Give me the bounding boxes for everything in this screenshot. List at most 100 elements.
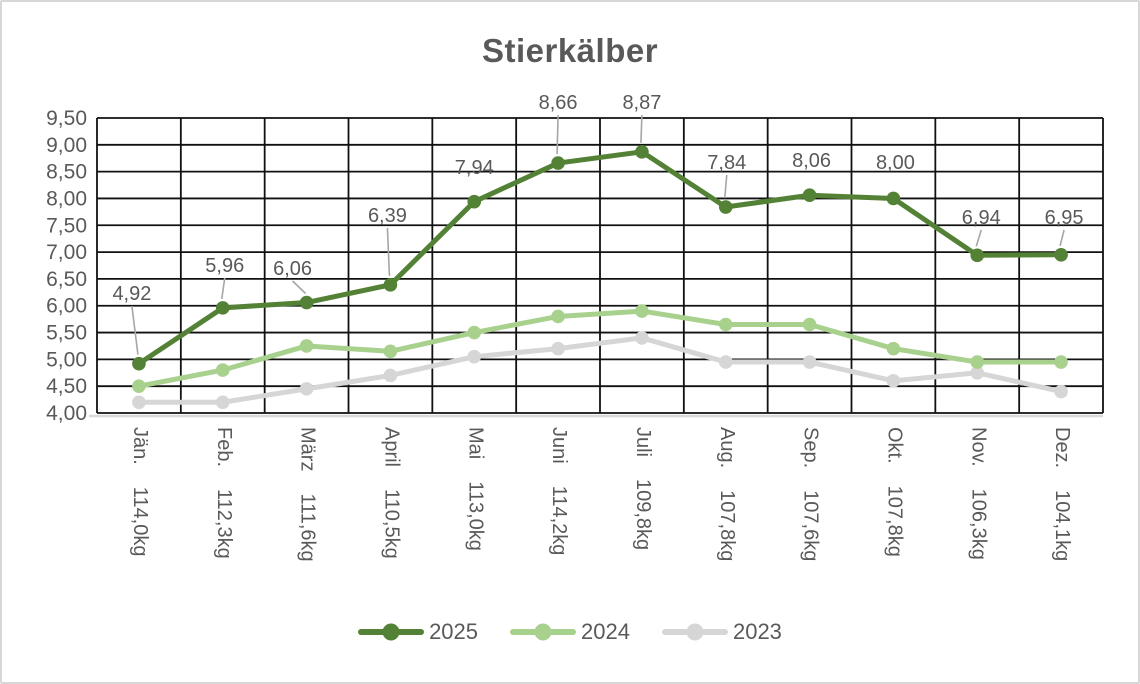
x-axis-category-label: Jän. 114,0kg: [129, 427, 151, 557]
x-axis-weight-label: 114,0kg: [129, 487, 151, 557]
legend-label-2025: 2025: [429, 619, 479, 644]
x-axis-category-label: Juli 109,8kg: [632, 427, 654, 550]
x-axis-month-label: Juli: [632, 427, 654, 457]
data-label-leader-line: [220, 277, 226, 299]
data-label: 6,39: [368, 205, 407, 227]
x-axis-category-label: Juni 114,2kg: [548, 427, 570, 555]
y-axis-tick-label: 6,50: [46, 268, 87, 291]
data-label: 7,84: [707, 152, 746, 174]
series-2024-marker: [383, 344, 398, 359]
legend: 2025 2024 2023: [2, 619, 1138, 645]
series-2024-marker: [718, 317, 733, 332]
series-2024-marker: [886, 341, 901, 356]
legend-dot-icon: [686, 623, 704, 641]
series-2025-marker: [132, 356, 146, 371]
legend-item-2023: 2023: [661, 619, 782, 645]
y-axis-tick-label: 5,00: [46, 348, 87, 371]
series-2023-marker: [718, 355, 733, 369]
data-label-leader-line: [640, 114, 643, 143]
series-2025-marker: [886, 191, 901, 206]
x-axis-month-label: Mai: [464, 427, 486, 459]
data-label: 8,06: [792, 150, 831, 172]
legend-dot-icon: [534, 623, 552, 641]
x-axis-category-label: Dez. 104,1kg: [1051, 427, 1073, 561]
series-2023-marker: [551, 341, 565, 356]
x-axis-month-label: März: [296, 427, 318, 471]
x-axis-weight-label: 104,1kg: [1051, 490, 1073, 561]
legend-label-2023: 2023: [732, 619, 782, 644]
series-2025-marker: [383, 278, 398, 292]
y-axis-tick-label: 4,00: [46, 402, 87, 425]
x-axis-category-label: Nov. 106,3kg: [967, 427, 989, 560]
x-axis-category-label: Feb. 112,3kg: [212, 427, 234, 559]
series-2024-line: [136, 308, 1064, 389]
series-2023-marker: [215, 395, 230, 410]
series-2023-marker: [635, 331, 649, 345]
legend-item-2024: 2024: [510, 619, 630, 645]
x-axis-weight-label: 111,6kg: [296, 493, 318, 561]
data-label-leader-line: [975, 229, 983, 247]
x-axis-month-label: Okt.: [883, 427, 905, 464]
data-label: 6,06: [273, 258, 312, 280]
data-label: 4,92: [112, 283, 151, 305]
data-label: 6,94: [962, 207, 1001, 229]
x-axis-category-label: März 111,6kg: [296, 427, 318, 562]
y-axis-tick-label: 4,50: [46, 375, 87, 398]
legend-line-marker-icon: [661, 623, 728, 641]
data-label-leader-line: [1059, 229, 1065, 246]
series-2023-marker: [132, 395, 146, 410]
x-axis-category-label: Sep. 107,6kg: [799, 427, 821, 561]
series-2023-marker: [1054, 384, 1068, 399]
data-label: 7,94: [455, 157, 494, 179]
y-axis-tick-label: 7,50: [46, 214, 87, 237]
legend-line-marker-icon: [358, 623, 425, 641]
series-2025-marker: [551, 156, 565, 170]
series-2025-marker: [718, 200, 733, 214]
series-2024-marker: [132, 379, 146, 393]
x-axis-weight-label: 109,8kg: [632, 479, 654, 550]
series-2024-marker: [215, 363, 230, 377]
data-label-leader-line: [556, 114, 559, 155]
x-axis-month-label: Aug.: [715, 427, 737, 468]
x-axis-category-label: April 110,5kg: [380, 427, 402, 559]
x-axis-category-label: Mai 113,0kg: [464, 427, 486, 551]
series-2025-marker: [635, 144, 649, 159]
series-2023-marker: [886, 374, 901, 388]
data-label-leader-line: [131, 305, 139, 355]
x-axis-weight-label: 114,2kg: [548, 486, 570, 556]
x-axis-weight-label: 107,8kg: [715, 490, 737, 561]
series-2025-marker: [467, 194, 482, 209]
legend-item-2025: 2025: [358, 619, 478, 645]
y-axis-tick-label: 8,50: [46, 161, 87, 184]
x-axis-month-label: Feb.: [212, 427, 234, 467]
series-2023-marker: [383, 368, 398, 383]
y-axis-tick-label: 5,50: [46, 322, 87, 345]
series-2024-marker: [299, 339, 314, 353]
series-2023-line: [136, 335, 1064, 405]
x-axis-month-label: April: [380, 427, 402, 467]
series-2025-marker: [215, 301, 230, 315]
x-axis-month-label: Sep.: [799, 427, 821, 468]
series-2023-marker: [299, 382, 314, 396]
x-axis-month-label: Dez.: [1051, 427, 1073, 468]
x-axis-category-label: Okt. 107,8kg: [883, 427, 905, 557]
x-axis-month-label: Jän.: [129, 427, 151, 465]
data-label: 8,87: [622, 92, 661, 114]
series-2024-marker: [970, 355, 985, 369]
series-2023-marker: [802, 355, 817, 369]
y-axis-tick-label: 8,00: [46, 187, 87, 210]
data-label: 8,00: [876, 152, 915, 174]
data-label: 5,96: [205, 255, 244, 277]
data-label-leader-line: [723, 174, 728, 199]
series-2025-marker: [299, 295, 314, 310]
y-axis-tick-label: 9,50: [46, 107, 87, 130]
series-2024-marker: [635, 304, 649, 318]
series-2024-marker: [1054, 355, 1068, 369]
data-label-leader-line: [292, 280, 307, 295]
series-2024-marker: [802, 317, 817, 332]
x-axis-month-label: Juni: [548, 427, 570, 464]
y-axis-tick-label: 6,00: [46, 295, 87, 318]
series-2024-marker: [551, 309, 565, 324]
series-2023-marker: [467, 349, 482, 364]
series-2025-marker: [970, 248, 985, 263]
